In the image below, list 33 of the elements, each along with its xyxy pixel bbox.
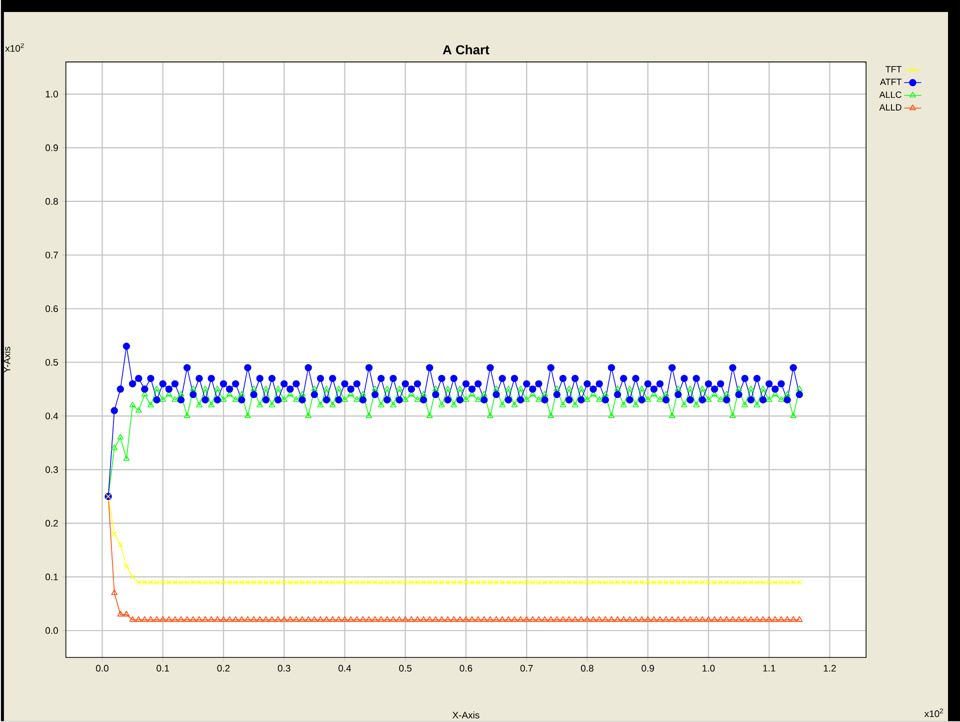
y-tick-label: 0.6 (46, 305, 58, 312)
chart-title: A Chart (442, 44, 490, 55)
y-tick-label: 0.9 (46, 144, 58, 152)
x-tick-label: 0.4 (338, 664, 352, 672)
x-tick-label: 0.3 (278, 664, 290, 672)
legend-label: ALLD (879, 104, 902, 111)
text: x10$^{2}$ (924, 708, 943, 718)
legend-label: ATFT (880, 78, 902, 86)
y-tick-label: 0.0 (46, 627, 58, 634)
y-tick-label: 0.7 (46, 252, 58, 259)
y-tick-label: 0.3 (46, 466, 58, 474)
x-tick-label: 0.0 (96, 664, 108, 672)
x-tick-label: 0.9 (642, 664, 654, 672)
y-tick-label: 0.5 (46, 359, 58, 366)
y-tick-label: 0.8 (46, 198, 58, 205)
x-tick-label: 0.2 (217, 664, 230, 672)
x-tick-label: 1.2 (824, 664, 836, 672)
legend-label: ALLC (879, 92, 902, 98)
x-axis-title: X-Axis (452, 712, 480, 719)
y-tick-label: 0.2 (46, 520, 58, 527)
y-tick-label: 0.1 (46, 574, 58, 580)
y-tick-label: 0.4 (46, 412, 58, 420)
x-tick-label: 0.8 (581, 664, 594, 672)
x-tick-label: 1.1 (763, 664, 776, 672)
x-tick-label: 0.7 (520, 664, 533, 672)
legend-label: TFT (886, 66, 902, 72)
x-tick-label: 0.1 (156, 664, 169, 672)
x-tick-label: 0.6 (460, 664, 472, 672)
x-tick-label: 1.0 (702, 664, 715, 672)
x-tick-label: 0.5 (399, 664, 412, 672)
y-tick-label: 1.0 (46, 90, 58, 98)
y-axis-title: Y-Axis (3, 346, 10, 373)
text: x10$^{2}$ (5, 43, 24, 52)
